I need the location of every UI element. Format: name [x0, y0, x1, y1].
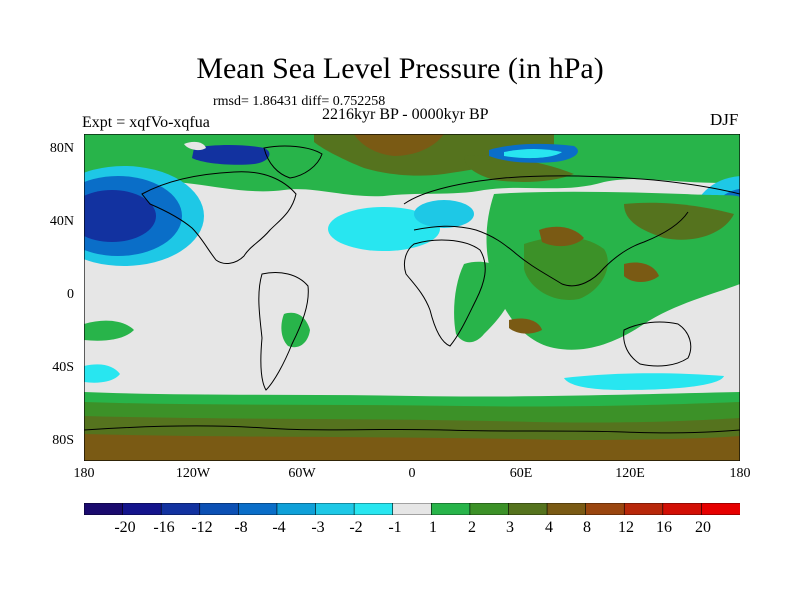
colorbar-swatch: [701, 503, 740, 515]
colorbar-label-4: 4: [545, 519, 553, 536]
colorbar-swatch: [199, 503, 240, 515]
coastlines: [84, 145, 740, 434]
lon-tick-180e: 180: [729, 466, 751, 481]
south-america-green: [281, 312, 310, 348]
colorbar-label-neg2: -2: [349, 519, 363, 536]
north-pacific-darkblue: [84, 190, 156, 242]
lon-tick-180w: 180: [73, 466, 95, 481]
colorbar-label-12: 12: [618, 519, 634, 536]
colorbar-label-16: 16: [656, 519, 672, 536]
north-brown: [354, 134, 444, 156]
colorbar-label-3: 3: [506, 519, 514, 536]
colorbar-swatch: [546, 503, 587, 515]
africa-green: [454, 261, 514, 343]
lon-tick-60e: 60E: [509, 466, 533, 481]
arctic-cyan: [504, 149, 562, 159]
south-indian-cyan: [564, 373, 724, 390]
colorbar-label-neg3: -3: [311, 519, 325, 536]
greenland-anomaly-light: [184, 141, 206, 151]
colorbar-swatch: [238, 503, 278, 515]
lat-tick-40s: 40S: [52, 360, 74, 375]
asia-olive: [624, 202, 734, 240]
colorbar-swatch: [160, 503, 201, 515]
season-label: DJF: [710, 110, 739, 129]
lat-tick-40n: 40N: [49, 214, 74, 229]
period-label: 2216kyr BP - 0000kyr BP: [322, 106, 489, 123]
asia-brown-1: [539, 226, 584, 247]
coast-africa: [403, 239, 486, 347]
lat-tick-0: 0: [67, 287, 74, 302]
colorbar-swatch: [508, 503, 548, 515]
pacific-south-green: [84, 320, 134, 341]
colorbar-swatch: [623, 503, 664, 515]
south-pacific-cyan: [84, 364, 120, 383]
colorbar-label-neg4: -4: [272, 519, 286, 536]
asia-brown-3: [509, 318, 542, 334]
coast-greenland: [263, 145, 323, 179]
north-olive-east: [464, 155, 574, 182]
colorbar-swatch: [430, 503, 471, 515]
south-belt-brown: [84, 434, 740, 461]
colorbar-label-neg20: -20: [114, 519, 136, 536]
coast-antarctica: [84, 425, 740, 434]
colorbar-swatch: [585, 503, 626, 515]
colorbar-label-20: 20: [695, 519, 711, 536]
lat-tick-80n: 80N: [49, 141, 74, 156]
asia-brown-2: [624, 262, 659, 282]
colorbar-label-neg16: -16: [153, 519, 175, 536]
colorbar-swatch: [662, 503, 703, 515]
coast-eurasia: [403, 175, 740, 287]
chart-title: Mean Sea Level Pressure (in hPa): [196, 52, 604, 85]
north-atlantic-cyan: [328, 207, 440, 251]
coast-australia: [623, 321, 692, 367]
colorbar-label-8: 8: [583, 519, 591, 536]
colorbar-label-1: 1: [429, 519, 437, 536]
experiment-label: Expt = xqfVo-xqfua: [82, 114, 210, 131]
colorbar-swatch: [276, 503, 317, 515]
lon-tick-0: 0: [408, 466, 416, 481]
asia-darkgreen: [524, 237, 608, 300]
colorbar-label-neg8: -8: [234, 519, 248, 536]
pressure-map: [84, 134, 740, 461]
colorbar-label-neg1: -1: [388, 519, 402, 536]
colorbar-swatch: [392, 503, 433, 515]
colorbar-swatch: [469, 503, 510, 515]
rmsd-diff-label: rmsd= 1.86431 diff= 0.752258: [213, 94, 386, 109]
colorbar-swatch: [84, 503, 124, 515]
colorbar-label-neg12: -12: [191, 519, 213, 536]
coast-south-america: [258, 272, 309, 391]
north-atlantic-cyan-2: [414, 200, 474, 228]
colorbar-swatch: [315, 503, 355, 515]
colorbar: [84, 503, 740, 515]
greenland-anomaly: [192, 145, 270, 165]
lon-tick-120w: 120W: [175, 466, 211, 481]
lat-tick-80s: 80S: [52, 433, 74, 448]
coast-north-america: [141, 171, 297, 264]
colorbar-swatch: [122, 503, 162, 515]
lon-tick-60w: 60W: [288, 466, 316, 481]
colorbar-label-2: 2: [468, 519, 476, 536]
lon-tick-120e: 120E: [615, 466, 645, 481]
colorbar-swatch: [353, 503, 394, 515]
